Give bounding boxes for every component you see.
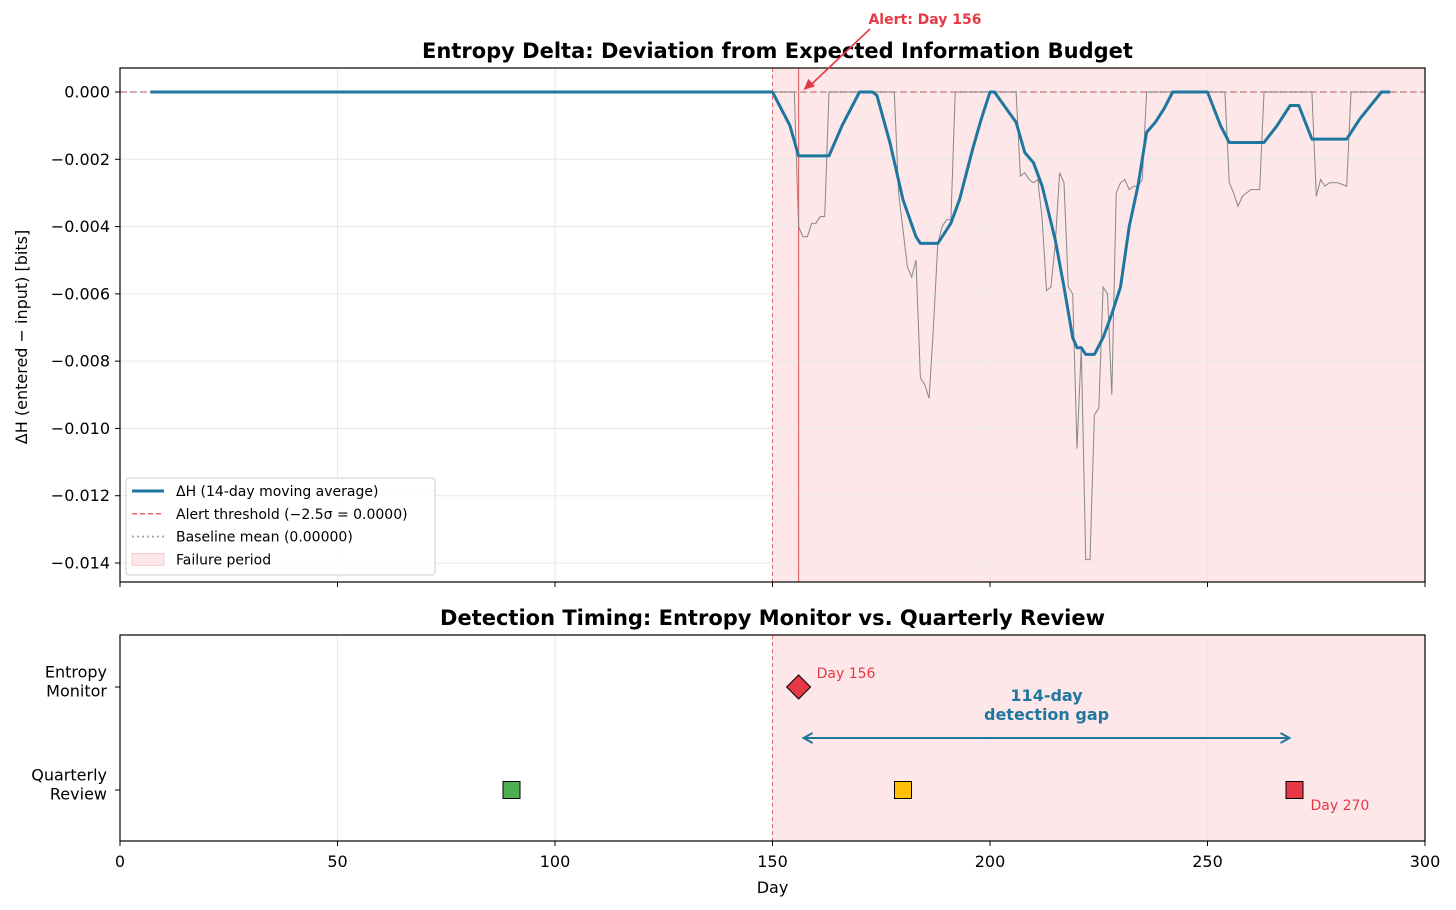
y-tick-label: −0.014 — [51, 554, 110, 573]
category-label: Review — [50, 785, 107, 804]
category-label: Monitor — [46, 682, 107, 701]
top-chart-title: Entropy Delta: Deviation from Expected I… — [422, 39, 1133, 63]
detection-gap-arrow — [801, 732, 1292, 744]
marker-label: Day 156 — [817, 666, 876, 682]
quarterly-review-marker — [502, 781, 521, 799]
legend-box — [125, 477, 436, 576]
y-tick-label: −0.004 — [51, 217, 110, 236]
detection-gap-label-line2: detection gap — [984, 705, 1109, 724]
top-y-axis: 0.000 −0.002 −0.004 −0.006 −0.008 −0.010 −0.01… — [51, 83, 120, 573]
alert-arrow — [809, 28, 871, 87]
marker-label: Day 270 — [1311, 798, 1370, 814]
legend-swatch-failure — [131, 553, 165, 566]
legend-label: Failure period — [176, 552, 271, 568]
y-tick-label: −0.008 — [51, 352, 110, 371]
moving-average-line — [150, 90, 1391, 356]
y-tick-label: −0.006 — [51, 284, 110, 303]
bottom-chart-title: Detection Timing: Entropy Monitor vs. Qu… — [440, 606, 1105, 630]
y-tick-label: −0.010 — [51, 419, 110, 438]
legend-label: Baseline mean (0.00000) — [176, 530, 353, 546]
failure-period-band — [772, 68, 1425, 582]
y-tick-label: −0.012 — [51, 486, 110, 505]
x-tick-label: 50 — [327, 852, 347, 871]
gap-arrow-head-left — [801, 732, 814, 744]
alert-annotation: Alert: Day 156 — [803, 12, 982, 90]
legend-label: Alert threshold (−2.5σ = 0.0000) — [176, 507, 408, 523]
detection-markers: Day 156 Day 270 — [502, 666, 1370, 814]
bottom-chart-panel: 114-day detection gap Day 156 Day 270 Ent… — [31, 606, 1440, 897]
category-label: Quarterly — [31, 766, 107, 785]
top-x-axis — [119, 582, 1426, 587]
quarterly-review-marker — [1285, 781, 1304, 799]
detection-gap-label-line1: 114-day — [1010, 686, 1083, 705]
quarterly-review-marker — [894, 781, 912, 799]
bottom-x-axis: 0 50 100 150 200 250 300 — [115, 841, 1440, 871]
bottom-x-axis-label: Day — [757, 878, 789, 897]
top-y-axis-label: ΔH (entered − input) [bits] — [12, 230, 31, 444]
top-chart-panel: 0.000 −0.002 −0.004 −0.006 −0.008 −0.010 −0.01… — [12, 12, 1426, 587]
x-tick-label: 300 — [1410, 852, 1441, 871]
x-tick-label: 200 — [975, 852, 1006, 871]
chart-legend: ΔH (14-day moving average) Alert threshol… — [125, 477, 436, 576]
x-tick-label: 250 — [1192, 852, 1223, 871]
alert-arrow-head — [803, 78, 816, 90]
x-tick-label: 100 — [540, 852, 571, 871]
raw-delta-line — [150, 91, 1382, 561]
entropy-monitor-marker — [785, 674, 812, 700]
x-tick-label: 0 — [115, 852, 125, 871]
gap-arrow-head-right — [1280, 732, 1292, 744]
x-tick-label: 150 — [757, 852, 788, 871]
legend-label: ΔH (14-day moving average) — [176, 484, 378, 500]
y-tick-label: −0.002 — [51, 150, 110, 169]
y-tick-label: 0.000 — [64, 83, 110, 102]
alert-annotation-label: Alert: Day 156 — [868, 12, 981, 28]
category-label: Entropy — [45, 663, 107, 682]
